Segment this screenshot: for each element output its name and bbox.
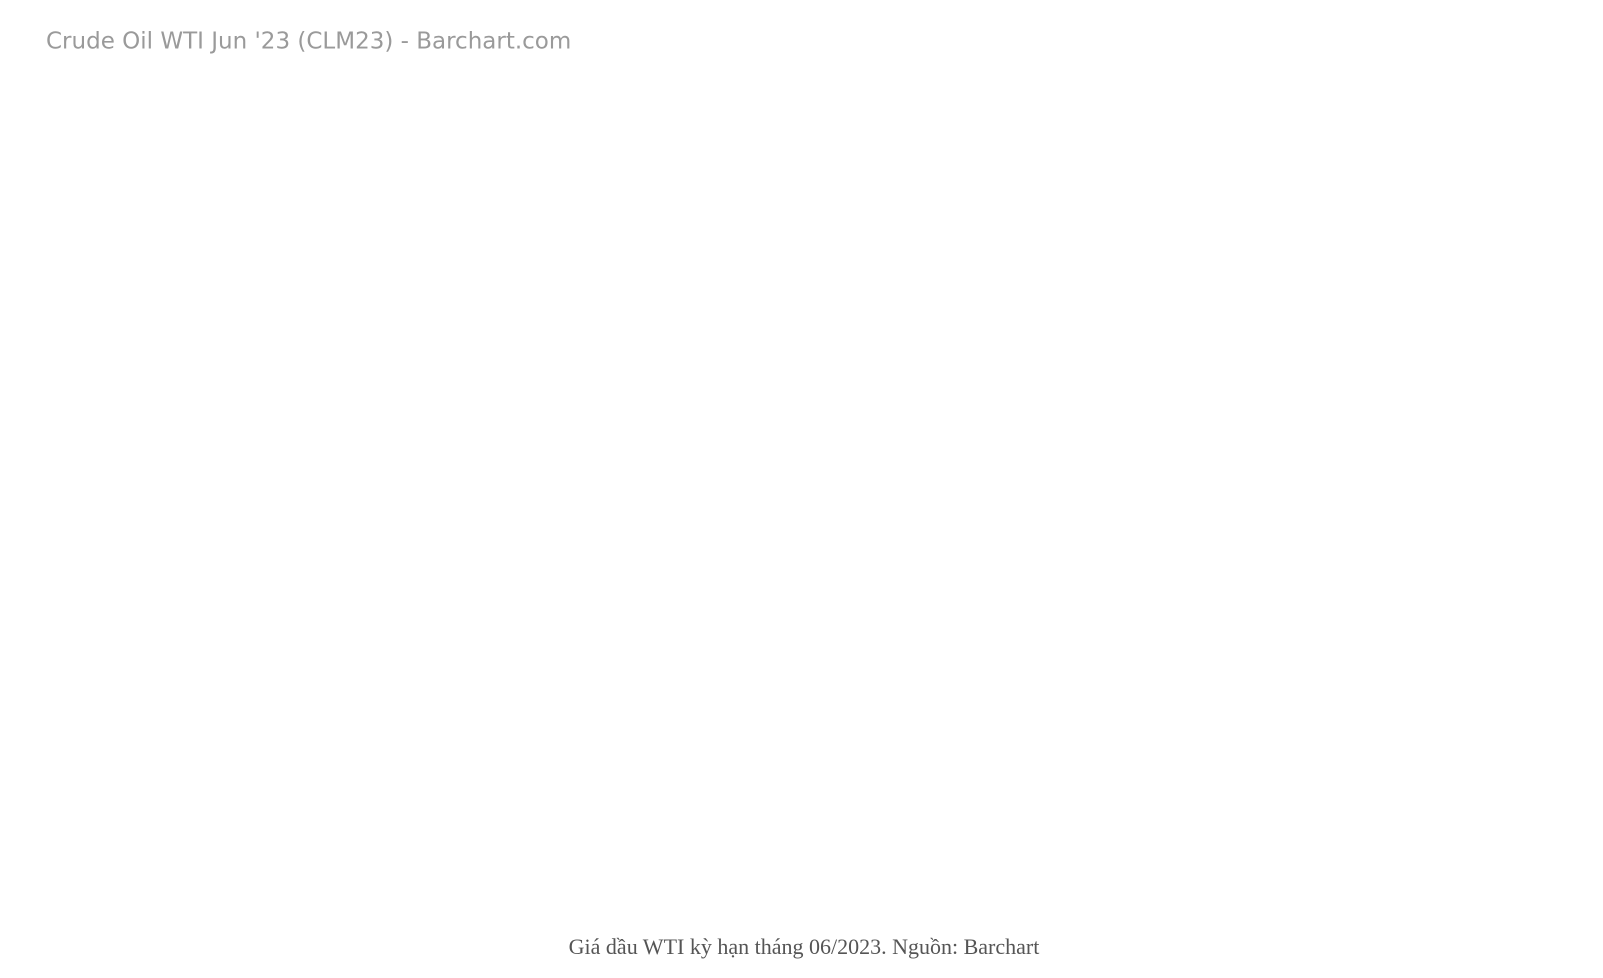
labels: Crude Oil WTI Jun '23 (CLM23) - Barchart… [46, 29, 1039, 960]
caption: Giá dầu WTI kỳ hạn tháng 06/2023. Nguồn:… [569, 934, 1040, 959]
chart-title: Crude Oil WTI Jun '23 (CLM23) - Barchart… [46, 29, 571, 55]
